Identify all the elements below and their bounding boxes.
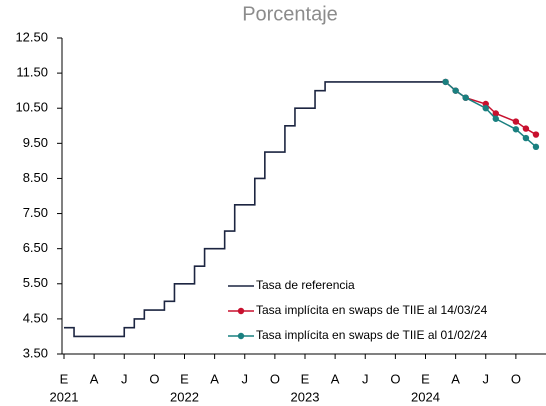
y-tick-label: 7.50	[23, 205, 48, 220]
x-tick-label: O	[390, 371, 400, 386]
series-marker	[462, 94, 469, 101]
legend-label: Tasa implícita en swaps de TIIE al 01/02…	[256, 328, 488, 342]
y-tick-label: 6.50	[23, 240, 48, 255]
y-tick-label: 10.50	[15, 100, 48, 115]
x-tick-label: A	[331, 371, 340, 386]
series-marker	[452, 87, 459, 94]
series-marker	[442, 78, 449, 86]
y-tick-label: 8.50	[23, 170, 48, 185]
series-marker	[492, 115, 499, 122]
y-tick-label: 11.50	[16, 65, 48, 80]
x-tick-label: O	[149, 371, 159, 386]
series-marker	[532, 131, 540, 138]
y-tick-label: 4.50	[23, 310, 48, 325]
y-tick-label: 5.50	[23, 275, 48, 290]
x-tick-label: E	[421, 371, 430, 386]
x-tick-label: J	[483, 371, 490, 386]
legend-label: Tasa de referencia	[256, 278, 355, 292]
x-year-label: 2024	[411, 389, 440, 404]
legend-marker	[237, 307, 245, 315]
x-tick-label: E	[301, 371, 310, 386]
legend-label: Tasa implícita en swaps de TIIE al 14/03…	[256, 303, 488, 317]
x-tick-label: E	[60, 371, 69, 386]
x-tick-label: J	[242, 371, 249, 386]
series-marker	[492, 110, 499, 117]
x-year-label: 2021	[50, 389, 79, 404]
x-tick-label: J	[121, 371, 128, 386]
x-tick-label: O	[270, 371, 280, 386]
legend-marker	[237, 332, 245, 340]
series-line	[64, 81, 446, 338]
series-marker	[522, 125, 530, 132]
series-marker	[512, 118, 520, 125]
x-tick-label: O	[511, 371, 521, 386]
series-line	[445, 81, 537, 148]
series-line	[445, 81, 537, 136]
series-marker	[512, 126, 520, 133]
x-year-label: 2022	[170, 389, 199, 404]
y-tick-label: 12.50	[15, 29, 48, 44]
x-tick-label: A	[90, 371, 99, 386]
x-tick-label: A	[210, 371, 219, 386]
x-tick-label: J	[362, 371, 369, 386]
y-tick-label: 9.50	[23, 135, 48, 150]
x-year-label: 2023	[291, 389, 320, 404]
series-marker	[522, 134, 530, 142]
chart-title: Porcentaje	[242, 3, 338, 25]
x-tick-label: E	[180, 371, 189, 386]
y-tick-label: 3.50	[23, 345, 48, 360]
x-tick-label: A	[451, 371, 460, 386]
series-marker	[482, 105, 489, 112]
series-marker	[532, 143, 540, 151]
